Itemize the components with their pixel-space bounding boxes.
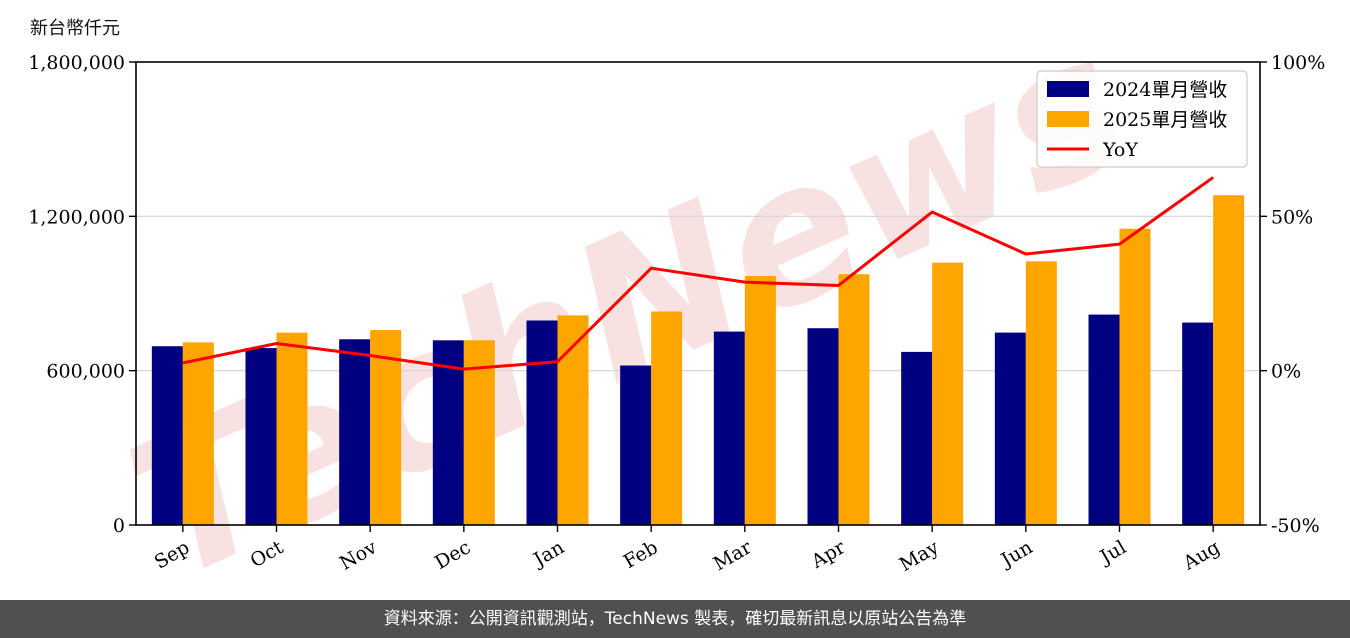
bar-2025-jun bbox=[1025, 261, 1057, 525]
legend-2024-swatch bbox=[1047, 81, 1089, 97]
bar-2025-mar bbox=[744, 276, 776, 525]
bar-2025-jan bbox=[557, 315, 589, 525]
bar-2024-apr bbox=[807, 328, 839, 525]
bar-2025-aug bbox=[1213, 195, 1245, 526]
y-right-tick-label: 100% bbox=[1271, 52, 1325, 74]
y-right-tick-label: 50% bbox=[1271, 206, 1313, 228]
grid-layer bbox=[136, 215, 1260, 372]
plot-frame bbox=[135, 61, 1261, 526]
legend-yoy-label: YoY bbox=[1102, 139, 1138, 161]
source-footer: 資料來源：公開資訊觀測站，TechNews 製表，確切最新訊息以原站公告為準 bbox=[0, 600, 1350, 638]
x-tick-label-may: May bbox=[896, 536, 943, 576]
bar-2025-feb bbox=[651, 311, 683, 525]
x-tick-label-aug: Aug bbox=[1179, 536, 1224, 575]
legend: 2024單月營收 2025單月營收 YoY bbox=[1036, 70, 1248, 168]
bar-2024-oct bbox=[245, 348, 277, 525]
legend-2024-label: 2024單月營收 bbox=[1103, 79, 1227, 101]
bar-2024-nov bbox=[339, 339, 371, 525]
x-tick-label-jun: Jun bbox=[996, 536, 1037, 572]
y-left-tick-label: 0 bbox=[113, 515, 125, 537]
bar-2024-sep bbox=[151, 346, 183, 525]
yoy-line bbox=[182, 176, 1215, 371]
bar-2024-mar bbox=[713, 331, 745, 525]
y-left-tick-label: 1,800,000 bbox=[28, 52, 125, 74]
bar-2024-may bbox=[901, 351, 933, 525]
bar-2025-sep bbox=[182, 342, 214, 525]
bar-2025-jul bbox=[1119, 228, 1151, 525]
x-tick-label-apr: Apr bbox=[807, 536, 850, 573]
line-layer bbox=[182, 176, 1215, 371]
y-right-tick-label: -50% bbox=[1271, 515, 1320, 537]
legend-2025-swatch bbox=[1047, 111, 1089, 127]
bar-2024-jan bbox=[526, 320, 558, 525]
bar-2024-aug bbox=[1182, 322, 1214, 525]
x-tick-label-jan: Jan bbox=[528, 536, 568, 572]
bar-2025-nov bbox=[370, 330, 402, 525]
bar-2024-jul bbox=[1088, 314, 1120, 525]
bar-2025-dec bbox=[463, 340, 495, 525]
bar-2025-apr bbox=[838, 274, 870, 525]
bar-layer bbox=[151, 195, 1245, 526]
y-left-tick-label: 600,000 bbox=[46, 361, 125, 383]
y-right-tick-label: 0% bbox=[1271, 361, 1301, 383]
x-tick-label-mar: Mar bbox=[710, 536, 756, 575]
bar-2024-jun bbox=[994, 332, 1026, 525]
x-tick-label-jul: Jul bbox=[1095, 536, 1130, 569]
legend-box bbox=[1036, 70, 1248, 168]
bar-2025-oct bbox=[276, 332, 308, 525]
revenue-chart: TechNews 0600,0001,200,0001,800,000-50%0… bbox=[28, 0, 1325, 600]
y-left-tick-label: 1,200,000 bbox=[28, 206, 125, 228]
x-tick-label-feb: Feb bbox=[620, 536, 662, 573]
legend-2025-label: 2025單月營收 bbox=[1103, 109, 1227, 131]
bar-2025-may bbox=[932, 262, 964, 525]
bar-2024-dec bbox=[432, 340, 464, 525]
bar-2024-feb bbox=[620, 365, 652, 525]
y-axis-unit-label: 新台幣仟元 bbox=[30, 18, 120, 39]
x-tick-label-dec: Dec bbox=[431, 536, 474, 574]
